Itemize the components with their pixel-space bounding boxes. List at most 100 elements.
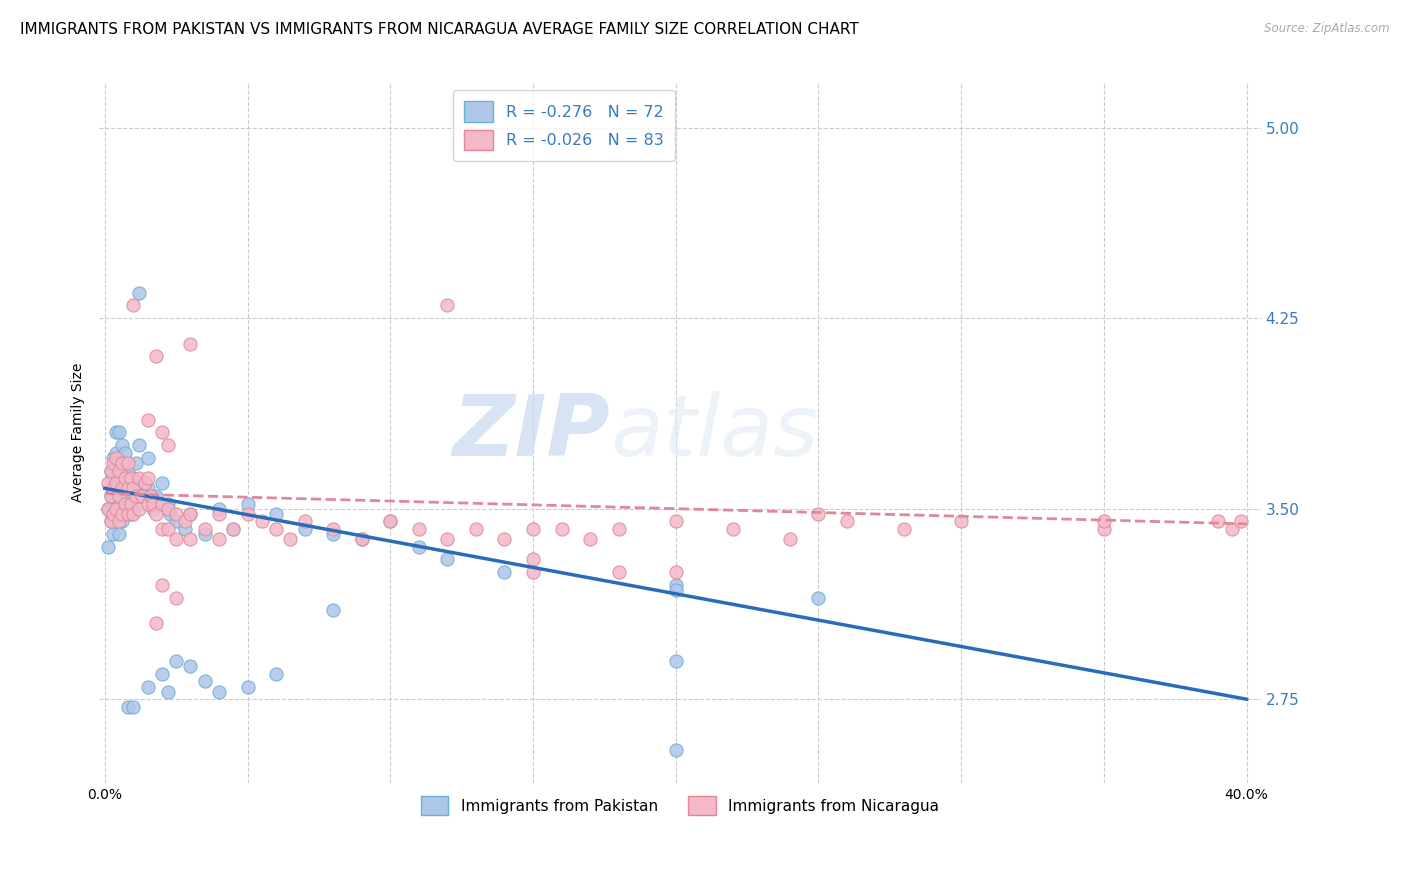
Point [807,591,830,605]
Point [494,565,516,579]
Point [665,743,688,757]
Point [111,515,134,529]
Point [264,507,287,521]
Point [950,515,973,529]
Text: IMMIGRANTS FROM PAKISTAN VS IMMIGRANTS FROM NICARAGUA AVERAGE FAMILY SIZE CORREL: IMMIGRANTS FROM PAKISTAN VS IMMIGRANTS F… [20,22,859,37]
Point [128,438,150,452]
Point [194,674,217,689]
Point [550,522,572,536]
Point [380,515,402,529]
Point [100,515,122,529]
Point [522,552,544,566]
Point [665,654,688,668]
Point [165,515,187,529]
Point [194,527,217,541]
Point [236,680,259,694]
Point [179,336,201,351]
Point [111,481,134,495]
Point [114,497,136,511]
Point [122,507,145,521]
Point [150,578,173,592]
Point [131,489,153,503]
Point [179,659,201,673]
Point [111,464,134,478]
Point [145,349,167,363]
Point [100,489,122,503]
Point [142,497,165,511]
Point [136,471,159,485]
Point [122,699,145,714]
Point [194,522,217,536]
Point [105,450,128,465]
Point [165,507,187,521]
Point [103,481,125,495]
Point [103,507,125,521]
Point [607,565,630,579]
Point [120,497,142,511]
Point [105,501,128,516]
Point [156,522,179,536]
Point [436,298,458,312]
Point [122,501,145,516]
Point [179,507,201,521]
Point [114,471,136,485]
Point [114,446,136,460]
Point [103,456,125,470]
Point [835,515,858,529]
Point [117,464,139,478]
Point [97,501,120,516]
Point [208,507,231,521]
Point [108,497,131,511]
Point [522,522,544,536]
Point [1206,515,1229,529]
Point [222,522,245,536]
Point [97,476,120,491]
Point [150,476,173,491]
Point [100,489,122,503]
Point [779,532,801,546]
Point [179,532,201,546]
Point [1092,515,1115,529]
Point [128,285,150,300]
Point [807,507,830,521]
Point [139,489,162,503]
Point [108,450,131,465]
Point [236,507,259,521]
Point [145,507,167,521]
Point [105,501,128,516]
Point [322,603,344,617]
Point [665,515,688,529]
Point [294,522,316,536]
Point [208,532,231,546]
Point [131,489,153,503]
Point [103,471,125,485]
Point [208,684,231,698]
Point [111,507,134,521]
Point [280,532,302,546]
Point [111,456,134,470]
Point [128,471,150,485]
Legend: Immigrants from Pakistan, Immigrants from Nicaragua: Immigrants from Pakistan, Immigrants fro… [412,787,948,824]
Point [108,471,131,485]
Point [105,425,128,440]
Point [105,476,128,491]
Point [380,515,402,529]
Point [250,515,273,529]
Point [350,532,373,546]
Point [97,540,120,554]
Point [150,497,173,511]
Point [179,507,201,521]
Point [408,540,430,554]
Point [136,413,159,427]
Point [111,489,134,503]
Point [134,476,156,491]
Point [117,481,139,495]
Point [139,489,162,503]
Point [122,298,145,312]
Point [117,489,139,503]
Point [136,450,159,465]
Point [100,515,122,529]
Point [125,489,148,503]
Point [114,471,136,485]
Point [1220,522,1243,536]
